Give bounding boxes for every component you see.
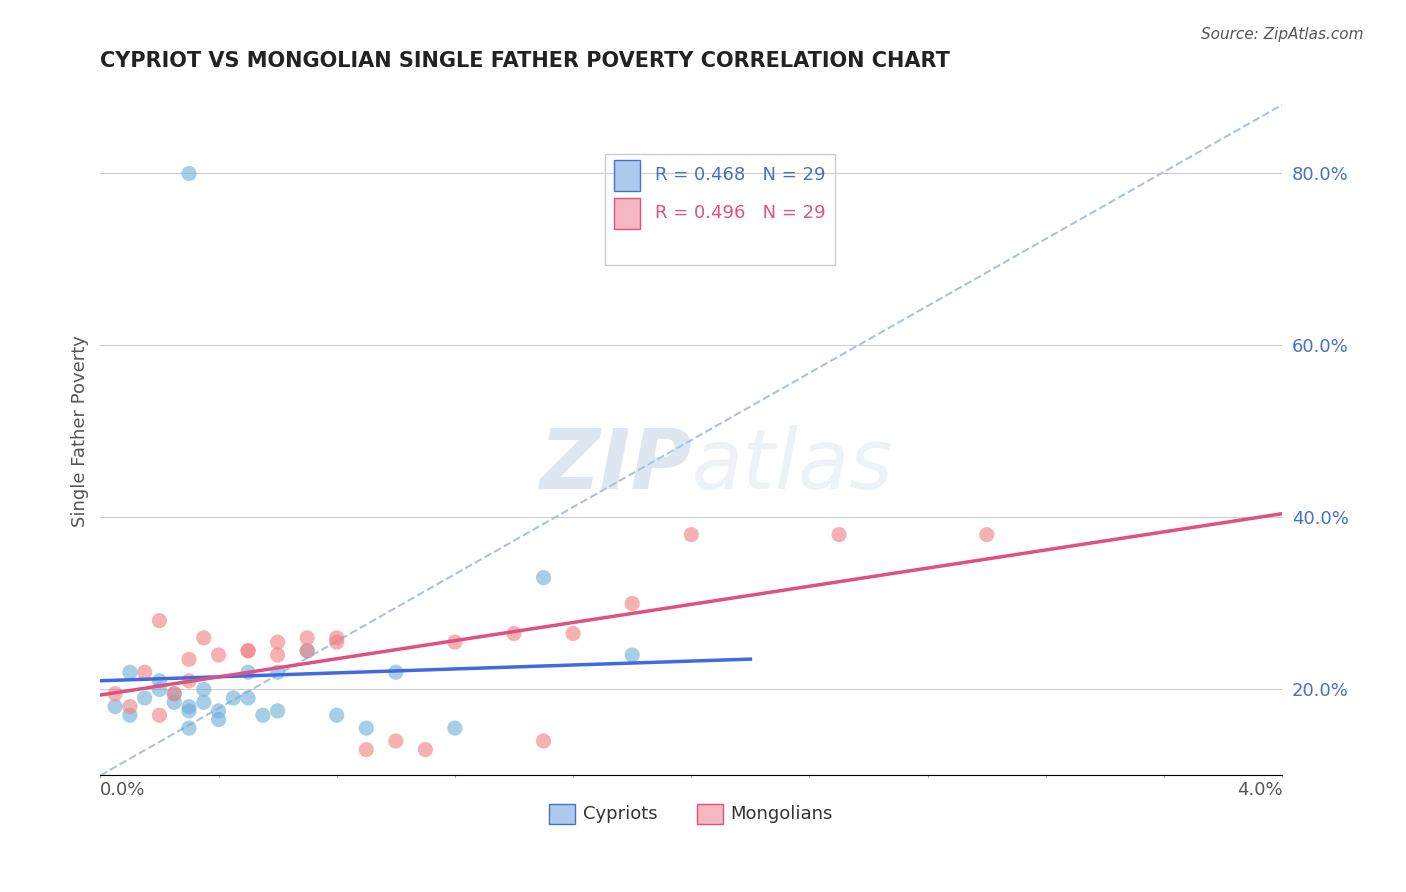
Text: ZIP: ZIP — [538, 425, 692, 507]
Point — [621, 596, 644, 610]
FancyBboxPatch shape — [614, 197, 641, 228]
Point — [118, 699, 141, 714]
Point — [118, 708, 141, 723]
Point — [134, 691, 156, 706]
Point — [148, 673, 170, 688]
Text: CYPRIOT VS MONGOLIAN SINGLE FATHER POVERTY CORRELATION CHART: CYPRIOT VS MONGOLIAN SINGLE FATHER POVER… — [100, 51, 950, 70]
Point — [163, 695, 186, 709]
Point — [252, 708, 274, 723]
Point — [193, 682, 215, 697]
Point — [325, 635, 347, 649]
Point — [222, 691, 245, 706]
Point — [177, 652, 200, 666]
Point — [148, 682, 170, 697]
Point — [562, 626, 585, 640]
Point — [207, 648, 229, 662]
Text: atlas: atlas — [692, 425, 893, 507]
Point — [104, 687, 127, 701]
Point — [177, 673, 200, 688]
Point — [177, 699, 200, 714]
Y-axis label: Single Father Poverty: Single Father Poverty — [72, 335, 89, 527]
Point — [385, 665, 408, 680]
Point — [266, 648, 288, 662]
Point — [356, 721, 378, 735]
Point — [193, 631, 215, 645]
Point — [118, 665, 141, 680]
Point — [533, 734, 555, 748]
Text: Mongolians: Mongolians — [730, 805, 832, 823]
Point — [385, 734, 408, 748]
Point — [266, 704, 288, 718]
Point — [503, 626, 526, 640]
Point — [193, 695, 215, 709]
Point — [295, 631, 318, 645]
Point — [207, 704, 229, 718]
Text: R = 0.496   N = 29: R = 0.496 N = 29 — [655, 204, 825, 222]
Point — [163, 687, 186, 701]
Point — [207, 713, 229, 727]
Point — [295, 644, 318, 658]
Point — [681, 527, 703, 541]
Point — [163, 687, 186, 701]
Point — [533, 571, 555, 585]
Point — [828, 527, 851, 541]
Point — [621, 648, 644, 662]
FancyBboxPatch shape — [550, 805, 575, 823]
Point — [325, 708, 347, 723]
Text: 0.0%: 0.0% — [100, 781, 146, 799]
Point — [415, 742, 437, 756]
Point — [104, 699, 127, 714]
Point — [177, 721, 200, 735]
Point — [148, 614, 170, 628]
Point — [177, 704, 200, 718]
Point — [444, 635, 467, 649]
Text: Cypriots: Cypriots — [582, 805, 657, 823]
Point — [177, 167, 200, 181]
Text: R = 0.468   N = 29: R = 0.468 N = 29 — [655, 166, 825, 185]
Point — [356, 742, 378, 756]
Point — [444, 721, 467, 735]
Point — [325, 631, 347, 645]
Point — [236, 691, 259, 706]
Point — [236, 644, 259, 658]
Text: Source: ZipAtlas.com: Source: ZipAtlas.com — [1201, 27, 1364, 42]
Point — [134, 665, 156, 680]
FancyBboxPatch shape — [614, 160, 641, 191]
FancyBboxPatch shape — [697, 805, 723, 823]
Text: 4.0%: 4.0% — [1237, 781, 1282, 799]
Point — [976, 527, 998, 541]
Point — [148, 708, 170, 723]
Point — [295, 644, 318, 658]
Point — [236, 644, 259, 658]
Point — [266, 635, 288, 649]
Point — [266, 665, 288, 680]
Point — [236, 665, 259, 680]
